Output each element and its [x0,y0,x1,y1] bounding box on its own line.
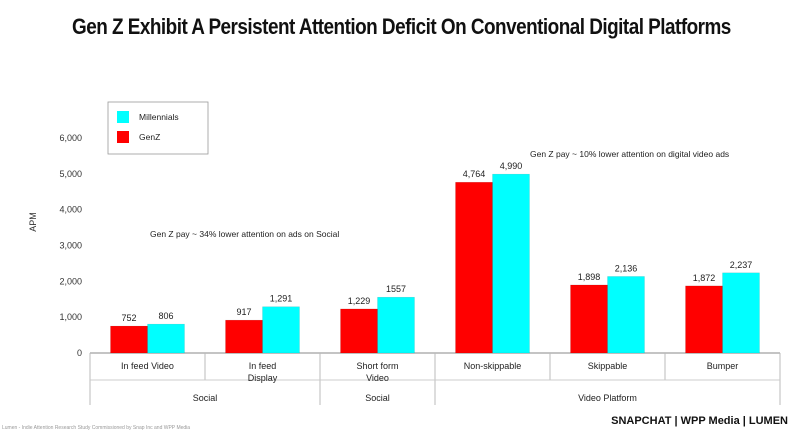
bar-value-label: 1,872 [693,273,716,283]
bar-value-label: 917 [236,307,251,317]
bar-millennials [262,306,300,354]
chart-title: Gen Z Exhibit A Persistent Attention Def… [72,14,731,39]
category-label: Short form [356,361,398,371]
bar-value-label: 1,291 [270,294,293,304]
bar-genz [225,319,263,354]
bar-value-label: 2,136 [615,263,638,273]
y-tick-label: 5,000 [59,169,82,179]
category-label: In feed Video [121,361,174,371]
y-tick-label: 0 [77,348,82,358]
footer-source: Lumen - Indie Attention Research Study C… [2,425,191,431]
annotation-social: Gen Z pay ~ 34% lower attention on ads o… [150,229,339,239]
bar-value-label: 1,229 [348,296,371,306]
legend-label: GenZ [139,132,160,142]
y-tick-label: 3,000 [59,240,82,250]
annotation-video: Gen Z pay ~ 10% lower attention on digit… [530,149,729,159]
y-tick-label: 2,000 [59,276,82,286]
group-label: Social [365,393,390,403]
bar-millennials [722,272,760,354]
y-tick-label: 6,000 [59,133,82,143]
footer-brand: SNAPCHAT | WPP Media | LUMEN [611,415,788,427]
bar-value-label: 1,898 [578,272,601,282]
category-label: Video [366,373,389,383]
bar-value-label: 806 [158,311,173,321]
bar-millennials [147,323,185,354]
bar-genz [110,325,148,354]
category-label: Display [248,373,278,383]
category-label: Skippable [588,361,628,371]
bar-genz [340,308,378,354]
y-tick-label: 1,000 [59,312,82,322]
group-label: Social [193,393,218,403]
bar-genz [455,181,493,354]
bar-value-label: 4,764 [463,169,486,179]
legend-label: Millennials [139,112,179,122]
legend-swatch [117,131,129,143]
y-axis-label: APM [28,212,38,232]
category-label: Bumper [707,361,739,371]
category-label: Non-skippable [464,361,522,371]
legend-box [107,101,209,155]
category-label: In feed [249,361,277,371]
bar-value-label: 4,990 [500,161,523,171]
bar-genz [685,285,723,354]
bar-genz [570,284,608,354]
legend-swatch [117,111,129,123]
bar-value-label: 1557 [386,284,406,294]
bar-value-label: 2,237 [730,260,753,270]
bar-millennials [377,296,415,354]
bar-millennials [492,173,530,354]
group-label: Video Platform [578,393,637,403]
y-tick-label: 4,000 [59,205,82,215]
bar-millennials [607,276,645,354]
bar-value-label: 752 [121,313,136,323]
